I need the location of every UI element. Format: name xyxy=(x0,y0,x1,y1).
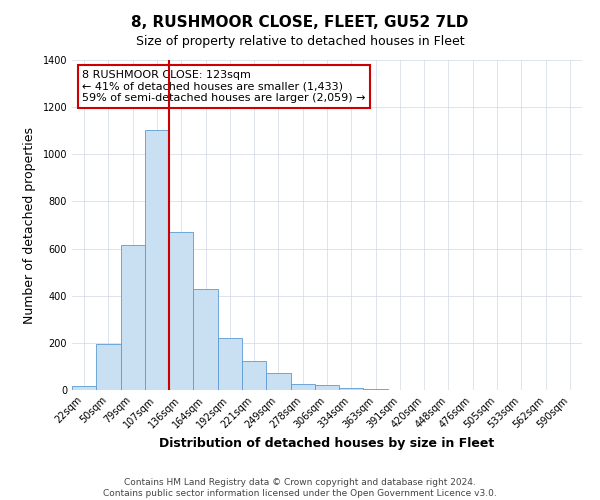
Bar xyxy=(290,384,315,390)
Bar xyxy=(72,386,96,390)
Bar xyxy=(266,373,290,390)
Bar xyxy=(242,360,266,390)
Bar xyxy=(364,389,388,390)
X-axis label: Distribution of detached houses by size in Fleet: Distribution of detached houses by size … xyxy=(160,436,494,450)
Bar xyxy=(145,130,169,390)
Text: Size of property relative to detached houses in Fleet: Size of property relative to detached ho… xyxy=(136,35,464,48)
Bar xyxy=(315,386,339,390)
Text: 8 RUSHMOOR CLOSE: 123sqm
← 41% of detached houses are smaller (1,433)
59% of sem: 8 RUSHMOOR CLOSE: 123sqm ← 41% of detach… xyxy=(82,70,366,103)
Bar xyxy=(96,344,121,390)
Y-axis label: Number of detached properties: Number of detached properties xyxy=(23,126,35,324)
Text: Contains HM Land Registry data © Crown copyright and database right 2024.
Contai: Contains HM Land Registry data © Crown c… xyxy=(103,478,497,498)
Bar xyxy=(193,288,218,390)
Bar xyxy=(218,338,242,390)
Bar xyxy=(339,388,364,390)
Bar xyxy=(121,245,145,390)
Bar xyxy=(169,232,193,390)
Text: 8, RUSHMOOR CLOSE, FLEET, GU52 7LD: 8, RUSHMOOR CLOSE, FLEET, GU52 7LD xyxy=(131,15,469,30)
